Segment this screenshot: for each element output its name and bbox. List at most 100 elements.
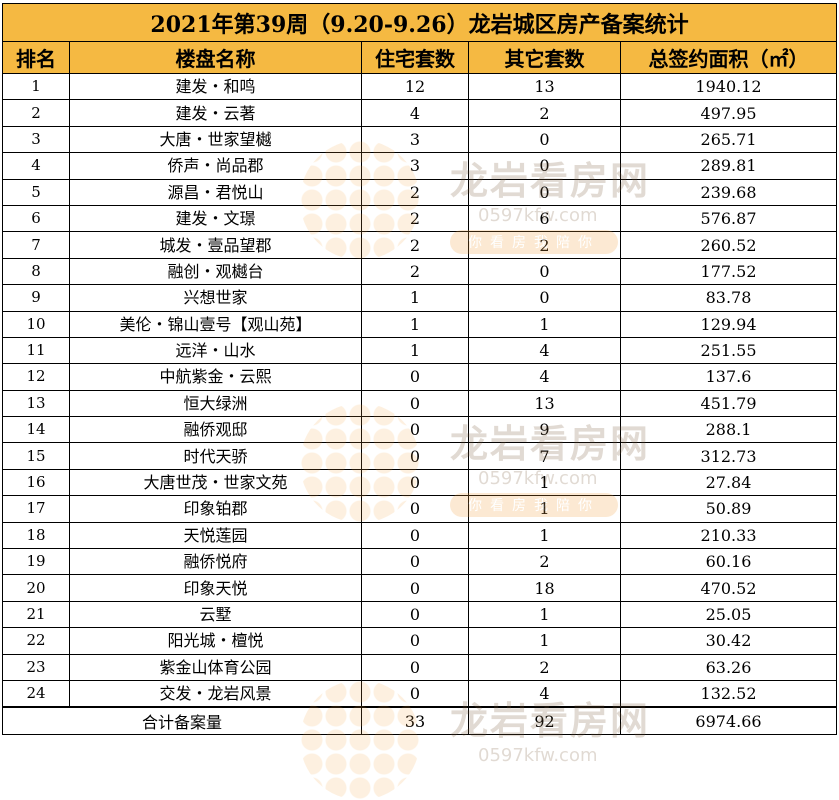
rank-cell: 10 (2, 310, 70, 338)
table-row: 20 印象天悦 0 18 470.52 (2, 574, 838, 602)
table-row: 6 建发・文璟 2 6 576.87 (2, 204, 838, 233)
table-row: 19 融侨悦府 0 2 60.16 (2, 548, 838, 576)
header-other-units: 其它套数 (468, 41, 621, 74)
rank-cell: 1 (2, 72, 70, 101)
project-name-cell: 天悦莲园 (69, 521, 362, 550)
project-name-cell: 融侨悦府 (69, 548, 362, 576)
total-area-cell: 451.79 (619, 389, 838, 418)
other-units-cell: 4 (468, 363, 621, 391)
total-area-cell: 251.55 (619, 336, 838, 365)
rank-cell: 6 (2, 204, 70, 233)
total-area-cell: 497.95 (619, 99, 838, 127)
total-area-cell: 288.1 (619, 416, 838, 444)
table-row: 3 大唐・世家望樾 3 0 265.71 (2, 125, 838, 154)
table-row: 14 融侨观邸 0 9 288.1 (2, 416, 838, 444)
project-name-cell: 印象天悦 (69, 574, 362, 602)
other-units-cell: 7 (468, 442, 621, 470)
rank-cell: 12 (2, 363, 70, 391)
rank-cell: 16 (2, 468, 70, 497)
other-units-cell: 2 (468, 548, 621, 576)
total-area-cell: 576.87 (619, 204, 838, 233)
rank-cell: 7 (2, 231, 70, 259)
table-row: 24 交发・龙岩风景 0 4 132.52 (2, 679, 838, 708)
other-units-cell: 1 (468, 310, 621, 338)
residential-units-cell: 0 (361, 653, 469, 681)
table-row: 4 侨声・尚品郡 3 0 289.81 (2, 152, 838, 180)
residential-units-cell: 1 (361, 310, 469, 338)
rank-cell: 20 (2, 574, 70, 602)
other-units-cell: 13 (468, 389, 621, 418)
rank-cell: 22 (2, 627, 70, 655)
total-area: 6974.66 (619, 707, 838, 736)
total-area-cell: 60.16 (619, 548, 838, 576)
rank-cell: 17 (2, 495, 70, 523)
total-area-cell: 63.26 (619, 653, 838, 681)
total-area-cell: 30.42 (619, 627, 838, 655)
header-rank: 排名 (2, 41, 70, 74)
table-row: 7 城发・壹品望郡 2 2 260.52 (2, 231, 838, 259)
table-row: 21 云墅 0 1 25.05 (2, 600, 838, 629)
other-units-cell: 2 (468, 99, 621, 127)
rank-cell: 8 (2, 257, 70, 286)
other-units-cell: 18 (468, 574, 621, 602)
other-units-cell: 4 (468, 679, 621, 708)
table-row: 16 大唐世茂・世家文苑 0 1 27.84 (2, 468, 838, 497)
total-area-cell: 265.71 (619, 125, 838, 154)
project-name-cell: 建发・云著 (69, 99, 362, 127)
residential-units-cell: 0 (361, 389, 469, 418)
project-name-cell: 大唐世茂・世家文苑 (69, 468, 362, 497)
other-units-cell: 0 (468, 152, 621, 180)
table-row: 11 远洋・山水 1 4 251.55 (2, 336, 838, 365)
other-units-cell: 0 (468, 284, 621, 312)
total-area-cell: 132.52 (619, 679, 838, 708)
rank-cell: 23 (2, 653, 70, 681)
residential-units-cell: 0 (361, 600, 469, 629)
project-name-cell: 融侨观邸 (69, 416, 362, 444)
residential-units-cell: 2 (361, 204, 469, 233)
total-area-cell: 50.89 (619, 495, 838, 523)
rank-cell: 9 (2, 284, 70, 312)
residential-units-cell: 0 (361, 574, 469, 602)
table-title: 2021年第39周（9.20-9.26）龙岩城区房产备案统计 (1, 3, 838, 42)
total-area-cell: 129.94 (619, 310, 838, 338)
header-total-area: 总签约面积（㎡） (619, 41, 838, 74)
other-units-cell: 13 (468, 72, 621, 101)
project-name-cell: 建发・文璟 (69, 204, 362, 233)
residential-units-cell: 2 (361, 231, 469, 259)
total-area-cell: 27.84 (619, 468, 838, 497)
residential-units-cell: 0 (361, 521, 469, 550)
total-area-cell: 83.78 (619, 284, 838, 312)
other-units-cell: 1 (468, 627, 621, 655)
rank-cell: 4 (2, 152, 70, 180)
table-row: 12 中航紫金・云熙 0 4 137.6 (2, 363, 838, 391)
table-row: 17 印象铂郡 0 1 50.89 (2, 495, 838, 523)
total-area-cell: 239.68 (619, 178, 838, 206)
header-residential-units: 住宅套数 (361, 41, 469, 74)
other-units-cell: 2 (468, 231, 621, 259)
table-row: 18 天悦莲园 0 1 210.33 (2, 521, 838, 550)
other-units-cell: 1 (468, 468, 621, 497)
project-name-cell: 源昌・君悦山 (69, 178, 362, 206)
total-area-cell: 260.52 (619, 231, 838, 259)
residential-units-cell: 4 (361, 99, 469, 127)
total-area-cell: 177.52 (619, 257, 838, 286)
total-residential: 33 (361, 707, 469, 736)
residential-units-cell: 0 (361, 495, 469, 523)
other-units-cell: 0 (468, 178, 621, 206)
project-name-cell: 交发・龙岩风景 (69, 679, 362, 708)
total-area-cell: 25.05 (619, 600, 838, 629)
residential-units-cell: 2 (361, 257, 469, 286)
filing-stats-table: 2021年第39周（9.20-9.26）龙岩城区房产备案统计 排名 楼盘名称 住… (1, 3, 838, 736)
residential-units-cell: 0 (361, 679, 469, 708)
residential-units-cell: 0 (361, 442, 469, 470)
other-units-cell: 1 (468, 495, 621, 523)
table-row: 15 时代天骄 0 7 312.73 (2, 442, 838, 470)
rank-cell: 14 (2, 416, 70, 444)
other-units-cell: 0 (468, 257, 621, 286)
residential-units-cell: 0 (361, 627, 469, 655)
table-row: 13 恒大绿洲 0 13 451.79 (2, 389, 838, 418)
residential-units-cell: 12 (361, 72, 469, 101)
project-name-cell: 融创・观樾台 (69, 257, 362, 286)
rank-cell: 24 (2, 679, 70, 708)
total-area-cell: 210.33 (619, 521, 838, 550)
